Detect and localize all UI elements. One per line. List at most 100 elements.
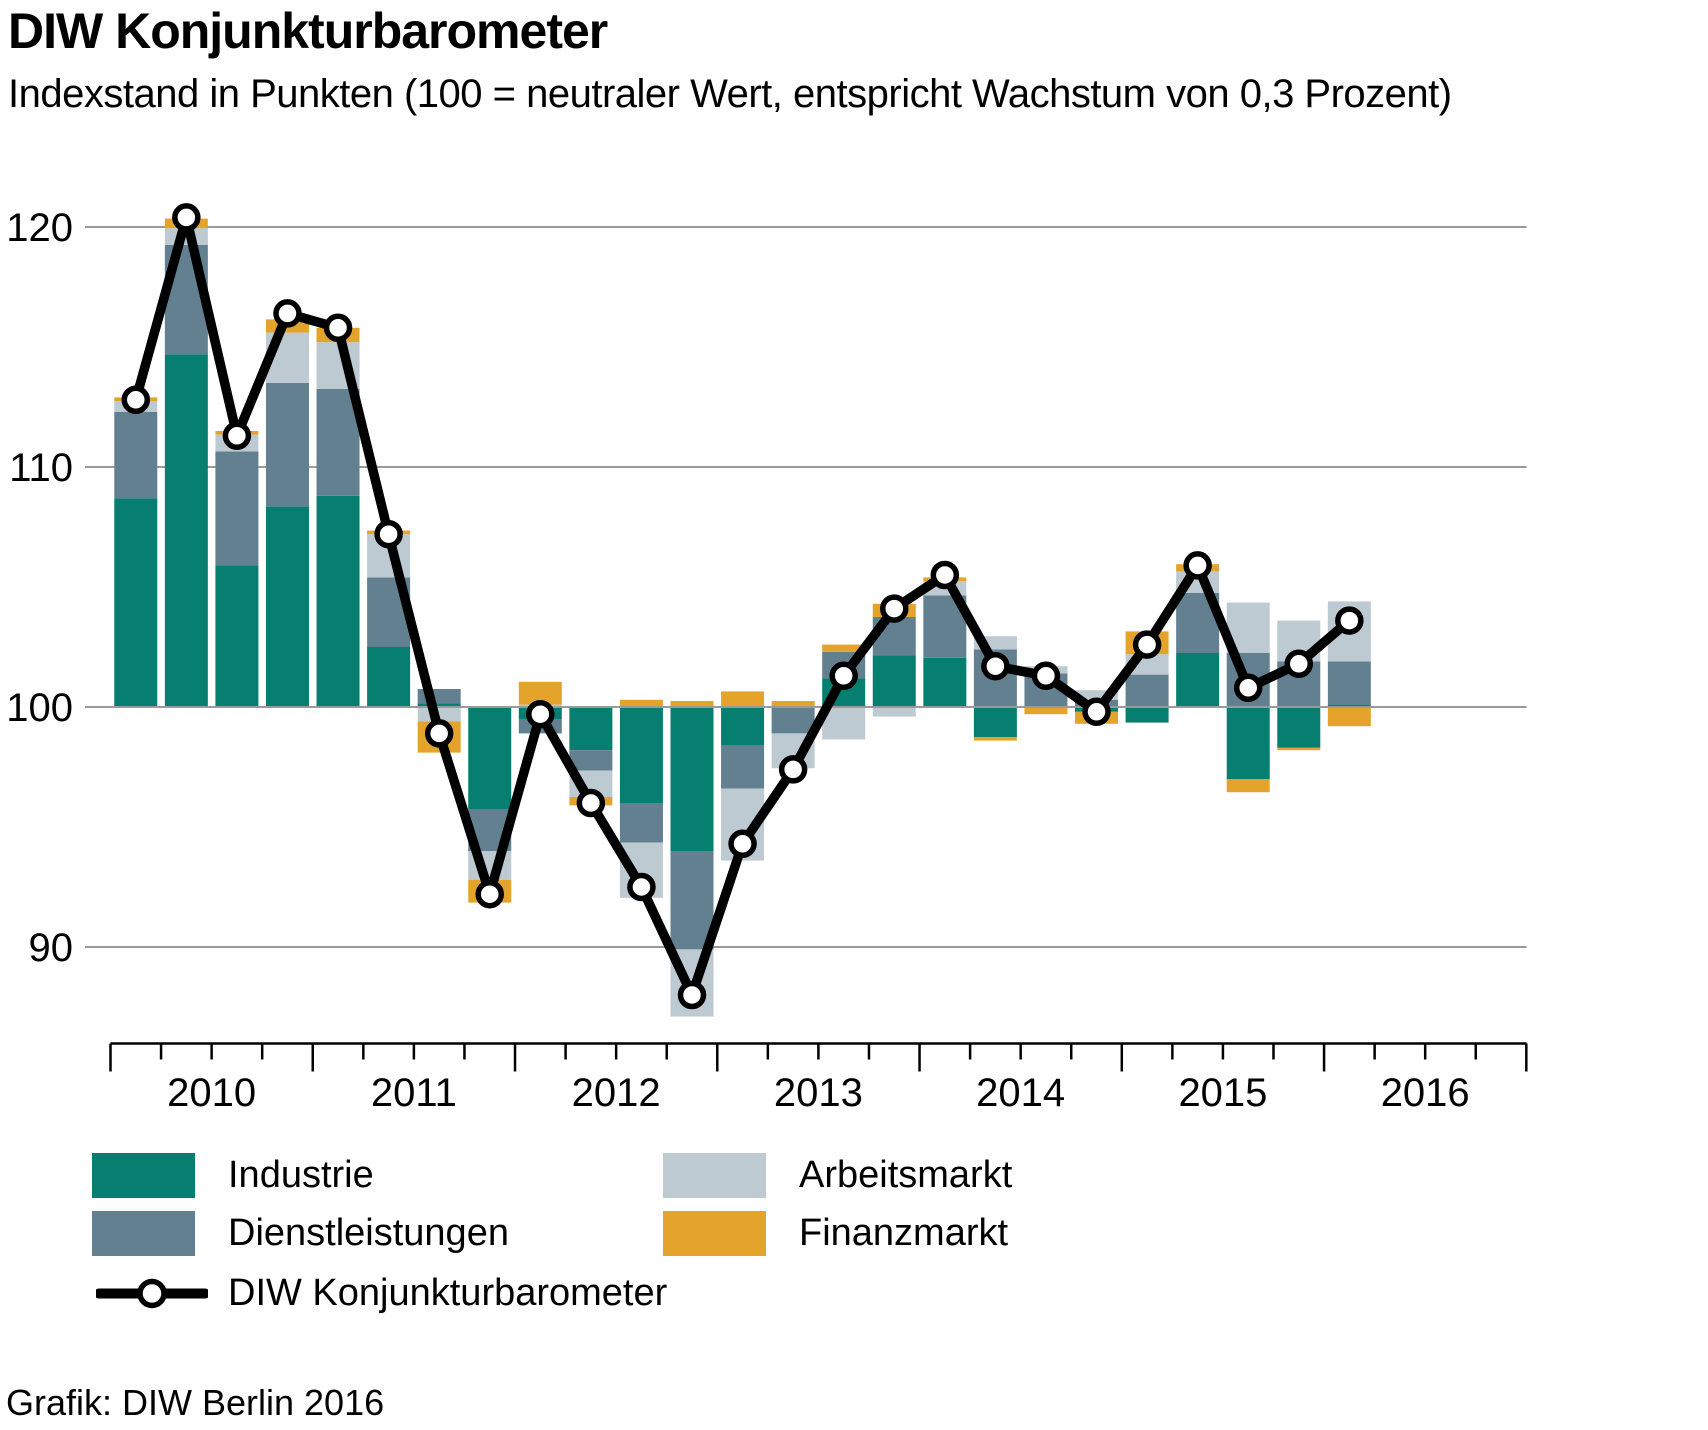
line-marker-2010 Q4 — [273, 299, 302, 328]
line-marker-2012 Q1 — [526, 699, 555, 729]
legend-item-industrie: Industrie — [92, 1153, 374, 1198]
legend-item-arbeitsmarkt: Arbeitsmarkt — [663, 1153, 1012, 1198]
y-axis-label-120: 120 — [6, 206, 73, 250]
bar-segment-industrie-2015 Q4 — [1277, 707, 1321, 748]
x-axis-label-2012: 2012 — [572, 1071, 661, 1115]
bar-segment-industrie-2016 Q1 — [1327, 704, 1371, 707]
line-marker-2015 Q1 — [1132, 630, 1162, 659]
bar-segment-industrie-2012 Q3 — [619, 707, 663, 803]
line-marker-2011 Q3 — [424, 719, 454, 748]
bar-segment-industrie-2011 Q2 — [367, 647, 411, 707]
bar-segment-dienstleistungen-2012 Q3 — [619, 803, 663, 843]
bar-segment-industrie-2015 Q3 — [1226, 707, 1270, 779]
bar-segment-finanzmarkt-2013 Q3 — [822, 644, 866, 652]
bar-segment-finanzmarkt-2012 Q4 — [670, 701, 714, 707]
bar-segment-industrie-2011 Q4 — [468, 707, 512, 809]
bar-segment-industrie-2010 Q3 — [215, 565, 259, 707]
bar-segment-industrie-2012 Q4 — [670, 707, 714, 851]
x-axis-label-2013: 2013 — [774, 1071, 863, 1115]
bar-segment-industrie-2011 Q1 — [316, 495, 360, 707]
line-marker-2010 Q3 — [222, 421, 252, 451]
dienstleistungen-swatch — [92, 1211, 195, 1256]
line-marker-2012 Q3 — [627, 872, 656, 902]
x-axis-label-2011: 2011 — [371, 1071, 457, 1115]
line-marker-2013 Q4 — [880, 594, 909, 623]
bar-segment-finanzmarkt-2012 Q3 — [619, 699, 663, 707]
line-marker-2015 Q3 — [1233, 673, 1263, 703]
bar-segment-finanzmarkt-2013 Q1 — [721, 691, 765, 707]
bar-segment-industrie-2015 Q2 — [1176, 653, 1220, 707]
line-marker-2011 Q1 — [323, 313, 353, 343]
line-marker-2014 Q4 — [1082, 697, 1111, 727]
finanzmarkt-swatch — [663, 1211, 766, 1256]
bar-segment-finanzmarkt-2012 Q1 — [518, 681, 562, 705]
line-marker-2010 Q1 — [121, 385, 151, 415]
bar-segment-industrie-2012 Q2 — [569, 707, 613, 751]
bar-segment-finanzmarkt-2014 Q2 — [973, 737, 1017, 741]
bar-segment-dienstleistungen-2010 Q1 — [114, 411, 158, 499]
bar-segment-dienstleistungen-2011 Q1 — [316, 389, 360, 496]
bar-segment-dienstleistungen-2015 Q1 — [1125, 674, 1169, 707]
line-marker-2016 Q1 — [1335, 606, 1364, 635]
bar-segment-industrie-2014 Q2 — [973, 707, 1017, 737]
legend-label-finanzmarkt: Finanzmarkt — [799, 1212, 1009, 1254]
bar-segment-industrie-2013 Q4 — [872, 655, 916, 707]
y-axis-label-100: 100 — [6, 686, 73, 730]
bar-segment-dienstleistungen-2010 Q3 — [215, 451, 259, 566]
legend-label-arbeitsmarkt: Arbeitsmarkt — [799, 1154, 1013, 1196]
bar-segment-dienstleistungen-2012 Q4 — [670, 851, 714, 950]
legend-label-industrie: Industrie — [228, 1154, 374, 1196]
bar-segment-dienstleistungen-2016 Q1 — [1327, 661, 1371, 705]
legend-label-dienstleistungen: Dienstleistungen — [228, 1212, 509, 1254]
line-marker-2014 Q2 — [981, 651, 1010, 681]
y-axis-label-90: 90 — [29, 926, 74, 970]
chart-subtitle: Indexstand in Punkten (100 = neutraler W… — [8, 72, 1452, 116]
line-marker-icon — [96, 1278, 208, 1309]
line-marker-2014 Q1 — [930, 560, 960, 590]
bar-segment-finanzmarkt-2016 Q1 — [1327, 707, 1371, 727]
x-axis-label-2015: 2015 — [1178, 1071, 1267, 1115]
line-marker-2010 Q2 — [172, 203, 201, 232]
x-axis-label-2016: 2016 — [1381, 1071, 1470, 1115]
bar-segment-arbeitsmarkt-2013 Q4 — [872, 707, 916, 717]
bar-segment-industrie-2014 Q1 — [923, 657, 967, 707]
bar-segment-industrie-2015 Q1 — [1125, 707, 1169, 723]
bar-segment-finanzmarkt-2014 Q3 — [1024, 707, 1068, 715]
legend-item-barometer-line: DIW Konjunkturbarometer — [96, 1271, 667, 1316]
bar-segment-arbeitsmarkt-2013 Q3 — [822, 707, 866, 740]
line-marker-2011 Q2 — [374, 519, 403, 549]
bar-segment-arbeitsmarkt-2014 Q4 — [1075, 690, 1119, 700]
arbeitsmarkt-swatch — [663, 1153, 766, 1198]
x-axis-label-2010: 2010 — [167, 1071, 256, 1115]
bar-segment-industrie-2010 Q4 — [265, 506, 309, 707]
line-marker-2013 Q1 — [728, 829, 757, 859]
line-marker-2012 Q2 — [576, 788, 606, 818]
bar-segment-finanzmarkt-2015 Q4 — [1277, 747, 1321, 751]
chart-title: DIW Konjunkturbarometer — [8, 3, 608, 59]
bar-segment-industrie-2010 Q2 — [164, 354, 208, 707]
line-marker-2014 Q3 — [1031, 661, 1061, 691]
bar-segment-dienstleistungen-2012 Q2 — [569, 750, 613, 771]
line-marker-2011 Q4 — [475, 879, 504, 909]
bar-segment-dienstleistungen-2013 Q2 — [771, 707, 815, 734]
bar-segment-dienstleistungen-2010 Q4 — [265, 383, 309, 507]
bar-segment-finanzmarkt-2015 Q3 — [1226, 779, 1270, 793]
source-credit: Grafik: DIW Berlin 2016 — [6, 1382, 385, 1423]
line-marker-2015 Q4 — [1284, 649, 1314, 679]
x-axis-label-2014: 2014 — [976, 1071, 1065, 1115]
legend-item-finanzmarkt: Finanzmarkt — [663, 1211, 1008, 1256]
line-marker-2012 Q4 — [677, 980, 707, 1010]
line-marker-2015 Q2 — [1183, 551, 1212, 580]
legend-item-dienstleistungen: Dienstleistungen — [92, 1211, 509, 1256]
bar-segment-dienstleistungen-2013 Q1 — [721, 745, 765, 789]
bar-segment-industrie-2013 Q1 — [721, 707, 765, 746]
bar-segment-finanzmarkt-2013 Q2 — [771, 701, 815, 707]
line-marker-2013 Q3 — [829, 661, 858, 691]
legend-label-barometer: DIW Konjunkturbarometer — [228, 1272, 668, 1314]
bar-segment-industrie-2010 Q1 — [114, 498, 158, 707]
line-marker-2013 Q2 — [778, 755, 808, 784]
bar-segment-industrie-2011 Q3 — [417, 703, 461, 707]
industrie-swatch — [92, 1153, 195, 1198]
